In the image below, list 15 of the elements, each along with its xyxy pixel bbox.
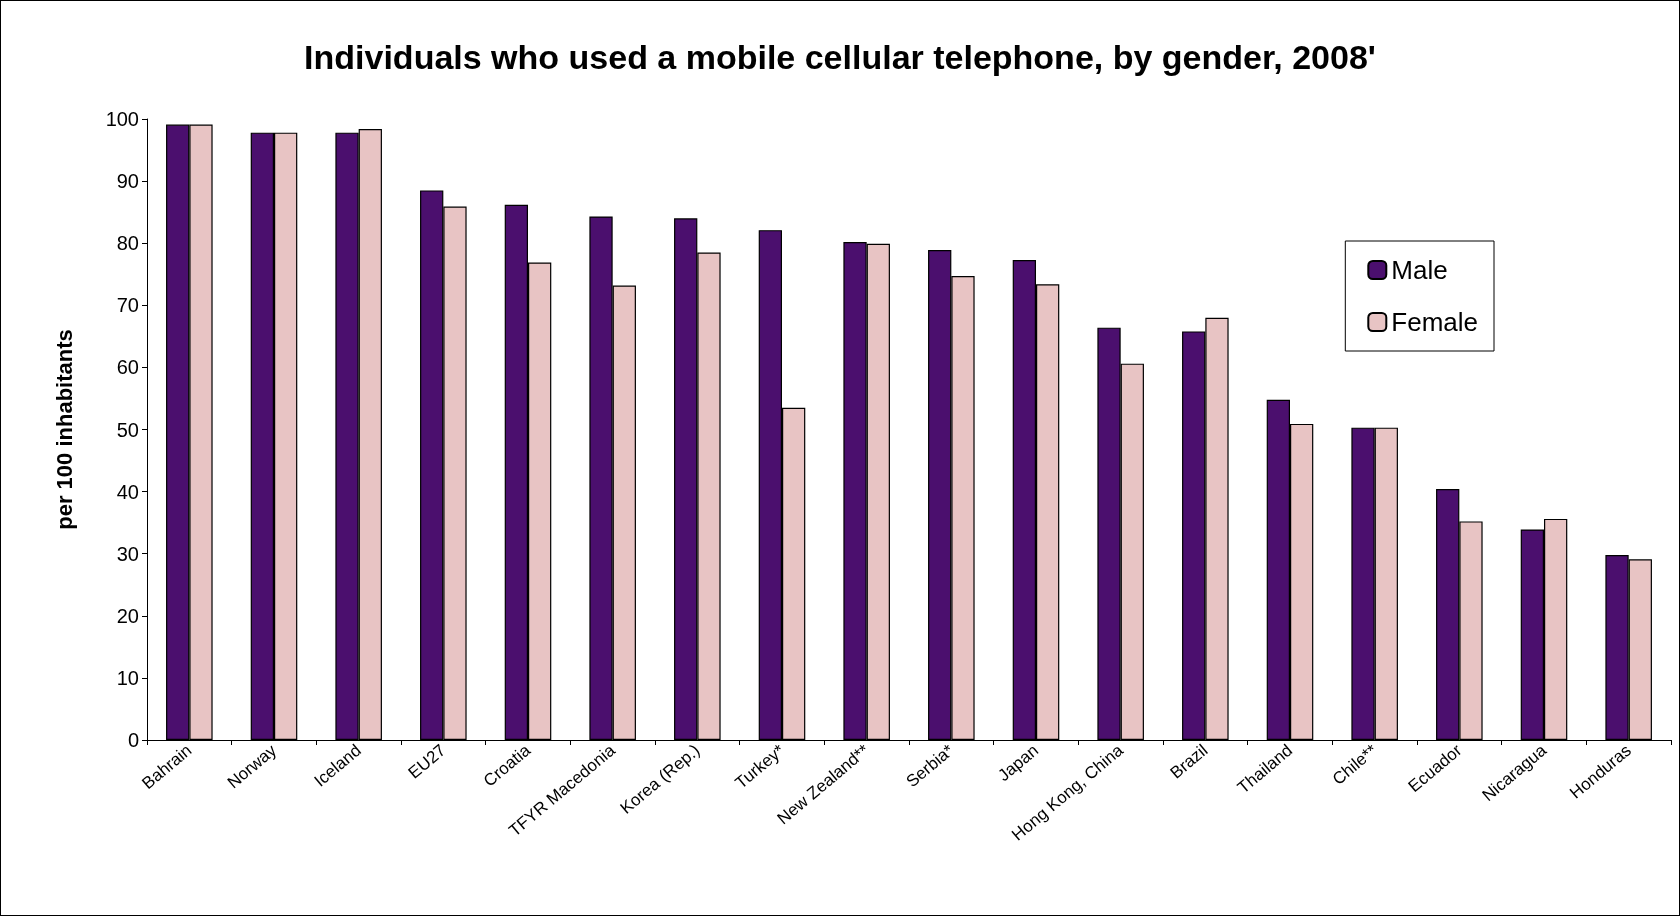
y-tick-label: 100 [105,108,139,130]
y-tick-label: 90 [116,170,139,193]
chart-title: Individuals who used a mobile cellular telephone, by gender, 2008' [304,38,1376,76]
y-tick-label: 0 [127,729,139,751]
legend-label: Female [1391,307,1479,337]
y-axis-title: per 100 inhabitants [51,329,77,530]
y-tick-label: 80 [116,232,139,255]
y-tick-label: 50 [116,418,139,441]
y-tick-label: 70 [116,294,139,317]
y-tick-label: 30 [116,542,139,565]
legend-label: Male [1391,255,1448,285]
y-tick-label: 10 [116,666,139,689]
y-tick-label: 40 [116,480,139,503]
y-tick-label: 20 [116,604,139,627]
y-tick-label: 60 [116,356,139,379]
